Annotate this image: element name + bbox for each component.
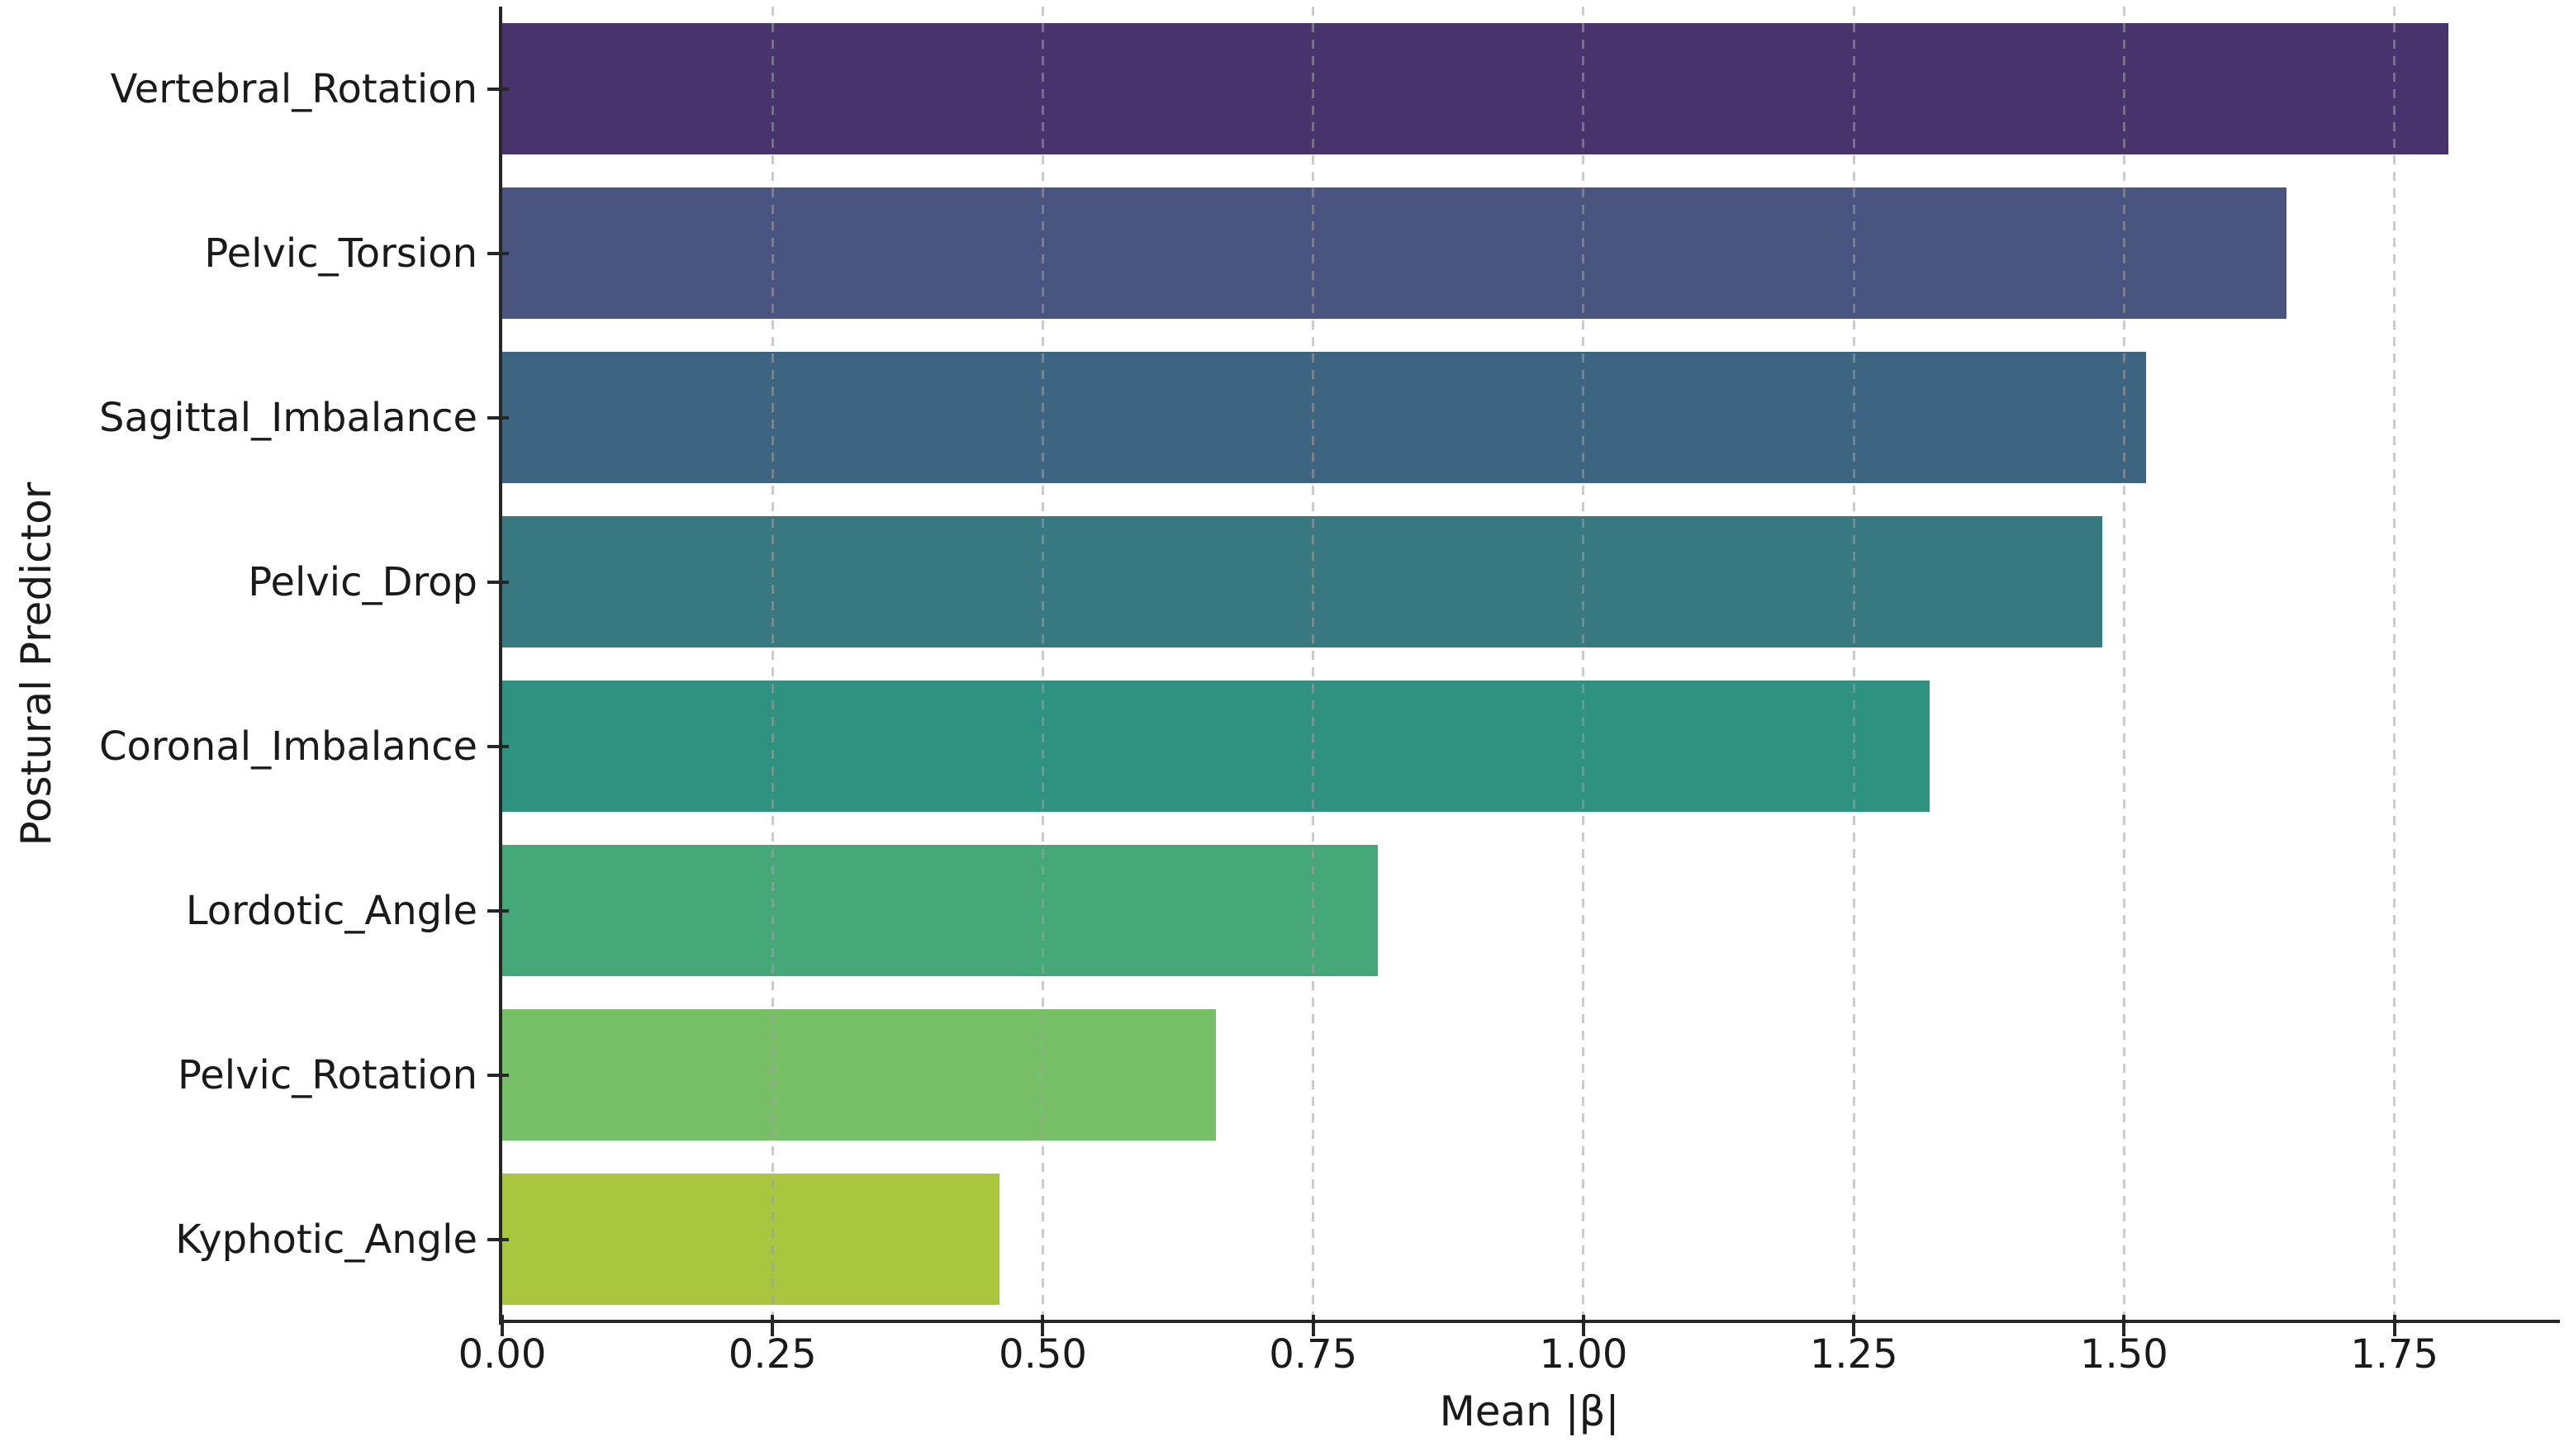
y-axis-label: Postural Predictor <box>12 481 60 847</box>
bar-pelvic_rotation <box>502 1008 1216 1141</box>
y-tick-label-pelvic_torsion: Pelvic_Torsion <box>204 230 477 277</box>
y-tick-label-kyphotic_angle: Kyphotic_Angle <box>175 1216 477 1263</box>
bar-pelvic_drop <box>502 515 2103 648</box>
x-tick-mark-1.50 <box>2122 1315 2126 1336</box>
gridline-1.50 <box>2122 7 2125 1321</box>
x-tick-label-1.75: 1.75 <box>2350 1331 2439 1378</box>
y-tick-mark-vertebral_rotation <box>487 87 509 91</box>
y-axis-spine <box>499 7 502 1325</box>
x-axis-label: Mean |β| <box>1439 1387 1620 1435</box>
y-tick-mark-kyphotic_angle <box>487 1237 509 1241</box>
bar-kyphotic_angle <box>502 1173 1000 1306</box>
gridline-1.75 <box>2393 7 2396 1321</box>
x-tick-label-0.00: 0.00 <box>458 1331 547 1378</box>
y-tick-label-vertebral_rotation: Vertebral_Rotation <box>110 65 477 112</box>
y-tick-mark-sagittal_imbalance <box>487 415 509 420</box>
x-tick-mark-1.00 <box>1581 1315 1585 1336</box>
x-tick-label-0.50: 0.50 <box>999 1331 1087 1378</box>
x-tick-mark-0.25 <box>771 1315 775 1336</box>
y-tick-mark-coronal_imbalance <box>487 744 509 748</box>
bar-pelvic_torsion <box>502 187 2286 320</box>
x-tick-mark-1.75 <box>2392 1315 2396 1336</box>
y-tick-label-pelvic_drop: Pelvic_Drop <box>248 558 477 605</box>
x-tick-label-1.50: 1.50 <box>2079 1331 2168 1378</box>
bar-sagittal_imbalance <box>502 351 2146 484</box>
x-tick-mark-0.50 <box>1041 1315 1045 1336</box>
y-tick-label-pelvic_rotation: Pelvic_Rotation <box>178 1051 477 1098</box>
bar-lordotic_angle <box>502 844 1379 977</box>
y-tick-label-sagittal_imbalance: Sagittal_Imbalance <box>99 394 477 441</box>
y-tick-mark-lordotic_angle <box>487 908 509 913</box>
x-tick-label-1.00: 1.00 <box>1539 1331 1628 1378</box>
gridline-0.50 <box>1041 7 1044 1321</box>
gridline-0.75 <box>1312 7 1315 1321</box>
x-tick-mark-0.75 <box>1311 1315 1315 1336</box>
y-tick-label-lordotic_angle: Lordotic_Angle <box>185 887 477 934</box>
x-tick-label-0.75: 0.75 <box>1269 1331 1358 1378</box>
bar-vertebral_rotation <box>502 22 2449 155</box>
y-tick-label-coronal_imbalance: Coronal_Imbalance <box>99 723 477 770</box>
x-tick-label-1.25: 1.25 <box>1809 1331 1898 1378</box>
x-tick-mark-1.25 <box>1852 1315 1856 1336</box>
x-tick-label-0.25: 0.25 <box>728 1331 817 1378</box>
x-axis-spine <box>499 1320 2560 1323</box>
x-tick-mark-0.00 <box>501 1315 504 1336</box>
gridline-1.25 <box>1852 7 1855 1321</box>
gridline-0.25 <box>771 7 774 1321</box>
gridline-1.00 <box>1582 7 1585 1321</box>
bar-coronal_imbalance <box>502 680 1930 813</box>
y-tick-mark-pelvic_drop <box>487 580 509 584</box>
y-tick-mark-pelvic_rotation <box>487 1073 509 1077</box>
y-tick-mark-pelvic_torsion <box>487 251 509 255</box>
